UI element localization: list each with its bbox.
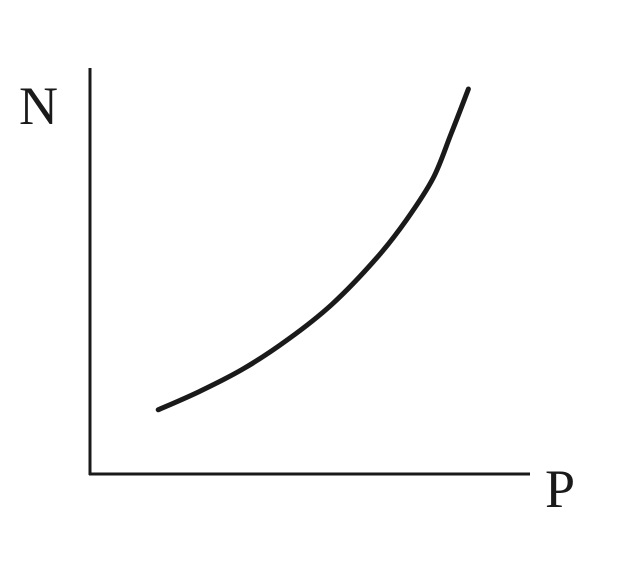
y-axis-label: N — [19, 76, 58, 136]
curve-series — [155, 86, 471, 413]
x-axis-label: P — [545, 459, 575, 519]
